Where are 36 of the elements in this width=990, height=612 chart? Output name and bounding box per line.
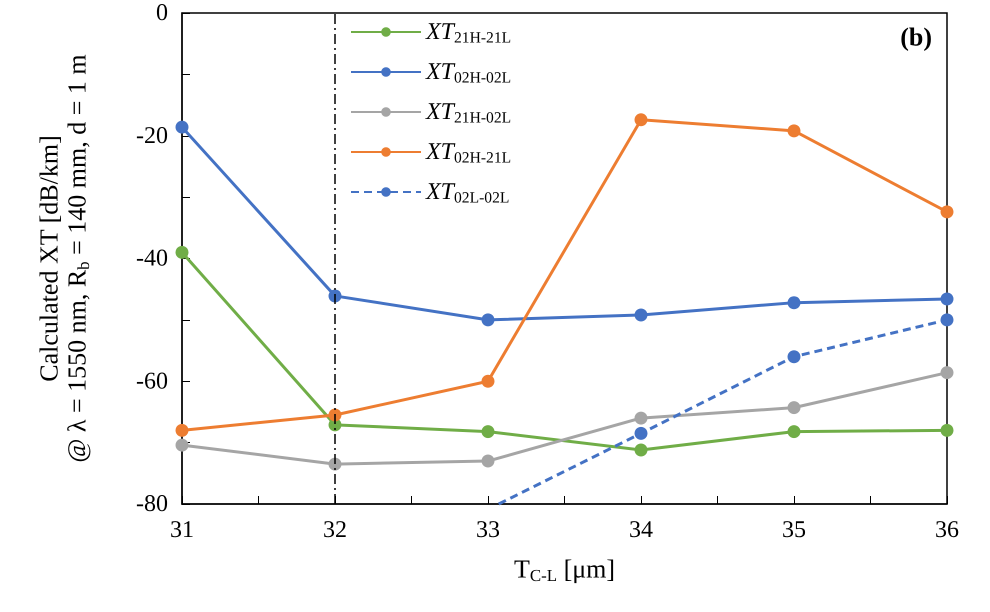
- point: [176, 424, 188, 437]
- point: [634, 426, 648, 440]
- y-tick-label: 0: [156, 0, 168, 26]
- point: [788, 124, 800, 138]
- y-tick-label: -60: [136, 368, 168, 394]
- x-tick-label: 36: [935, 517, 959, 543]
- point: [482, 313, 494, 326]
- point: [482, 454, 494, 468]
- point: [482, 425, 494, 438]
- point: [634, 412, 648, 425]
- x-tick-label: 33: [476, 517, 500, 543]
- point: [634, 308, 648, 322]
- y-tick-label: -40: [136, 246, 168, 272]
- point: [788, 425, 800, 438]
- annotation: (b): [900, 22, 932, 52]
- point: [176, 120, 188, 134]
- point: [940, 292, 954, 306]
- point: [940, 313, 954, 326]
- point: [940, 205, 954, 218]
- point: [788, 296, 800, 310]
- x-tick-label: 35: [782, 517, 806, 543]
- point: [176, 246, 188, 259]
- point: [634, 113, 648, 126]
- point: [328, 458, 342, 471]
- x-tick-label: 34: [629, 517, 653, 543]
- point: [940, 366, 954, 380]
- point: [482, 374, 494, 388]
- point: [176, 438, 188, 452]
- y-tick-label: -20: [136, 122, 168, 149]
- x-tick-label: 32: [323, 517, 347, 543]
- x-tick-label: 31: [170, 517, 194, 543]
- point: [788, 350, 800, 364]
- point: [634, 443, 648, 456]
- point: [788, 401, 800, 414]
- y-tick-label: -80: [136, 491, 168, 517]
- point: [940, 424, 954, 437]
